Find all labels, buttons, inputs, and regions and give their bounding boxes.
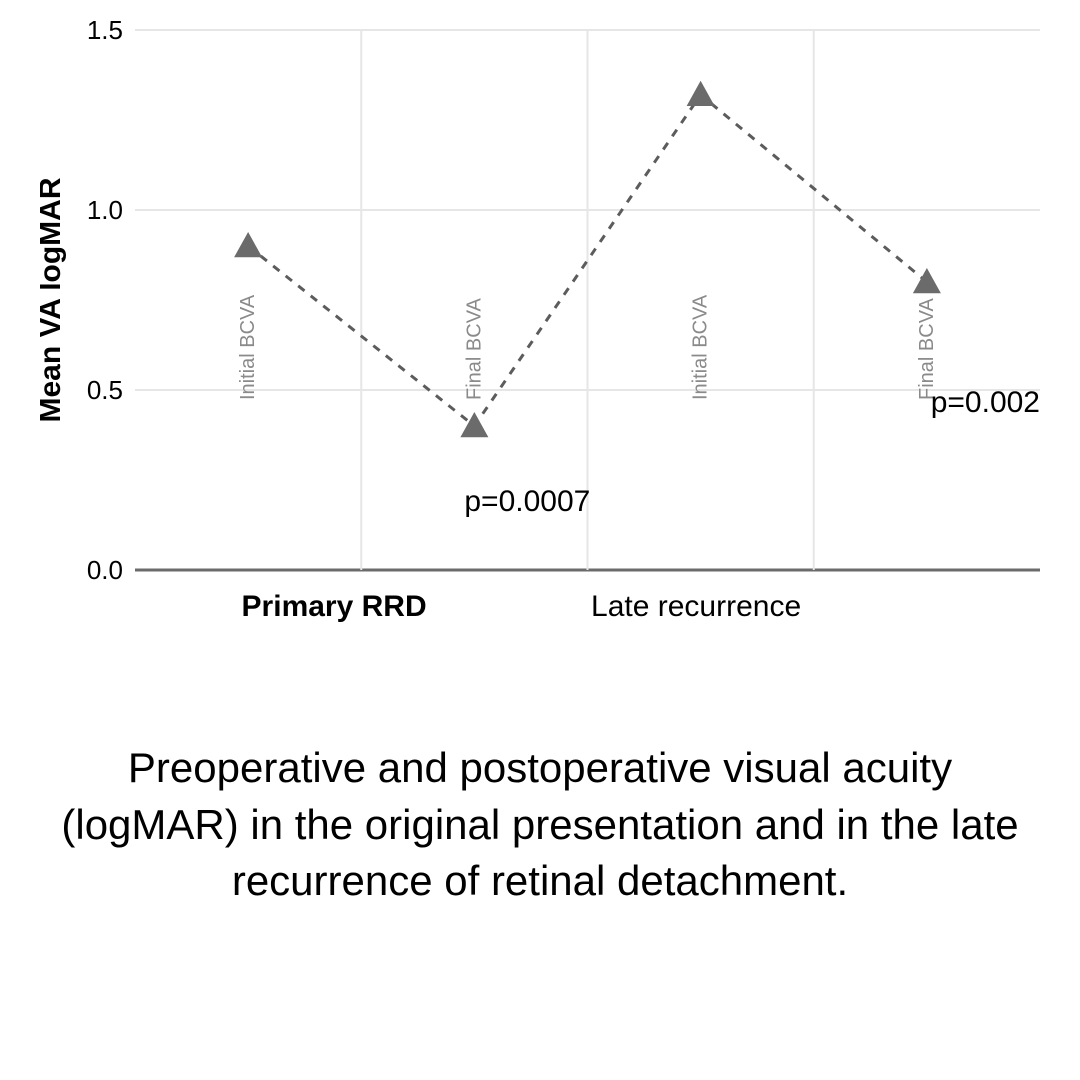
chart-container: 0.0 0.5 1.0 1.5 Mean VA logMAR Initial BCVA Fi… bbox=[40, 20, 1040, 660]
data-marker bbox=[913, 268, 941, 293]
data-marker bbox=[460, 412, 488, 437]
y-axis-label: Mean VA logMAR bbox=[40, 177, 67, 422]
bcva-rotated-label: Initial BCVA bbox=[237, 294, 259, 400]
data-marker bbox=[687, 81, 715, 106]
bcva-rotated-label: Final BCVA bbox=[463, 297, 485, 400]
x-group-label: Primary RRD bbox=[242, 590, 427, 623]
chart-svg: 0.0 0.5 1.0 1.5 Mean VA logMAR Initial BCVA Fi… bbox=[40, 20, 1040, 660]
x-group-label: Late recurrence bbox=[591, 590, 801, 623]
y-tick-label: 0.0 bbox=[87, 555, 123, 585]
figure-caption: Preoperative and postoperative visual ac… bbox=[60, 740, 1020, 910]
bcva-rotated-label: Initial BCVA bbox=[690, 294, 712, 400]
p-value-annotation: p=0.002 bbox=[931, 386, 1040, 419]
data-marker bbox=[234, 232, 262, 257]
y-tick-label: 1.5 bbox=[87, 20, 123, 45]
bcva-rotated-label: Final BCVA bbox=[916, 297, 938, 400]
y-tick-label: 1.0 bbox=[87, 195, 123, 225]
page: 0.0 0.5 1.0 1.5 Mean VA logMAR Initial BCVA Fi… bbox=[0, 0, 1080, 1080]
p-value-annotation: p=0.0007 bbox=[464, 485, 590, 518]
y-tick-label: 0.5 bbox=[87, 375, 123, 405]
